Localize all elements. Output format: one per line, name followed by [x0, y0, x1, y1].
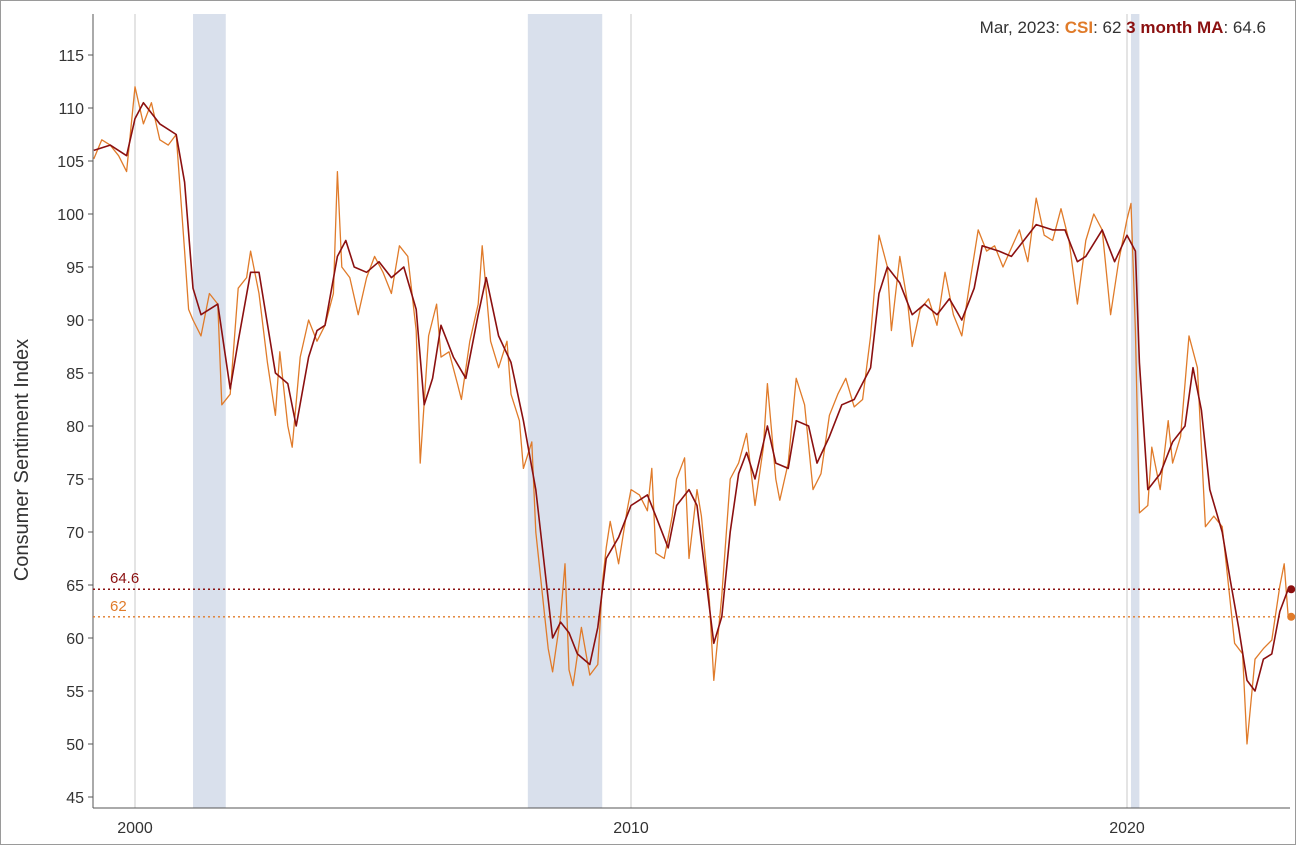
status-ma-value: 64.6	[1233, 18, 1266, 37]
y-tick-label-5: 70	[66, 525, 84, 542]
y-tick-label-0: 45	[66, 790, 84, 807]
status-sep3: :	[1223, 18, 1232, 37]
y-tick-label-11: 100	[57, 207, 84, 224]
y-tick-label-7: 80	[66, 419, 84, 436]
hover-status: Mar, 2023: CSI: 62 3 month MA: 64.6	[980, 18, 1266, 37]
ma-end-marker	[1287, 585, 1296, 594]
recession-band-2	[1130, 14, 1140, 808]
x-tick-label-2: 2020	[1109, 820, 1145, 837]
series-lines	[93, 86, 1289, 745]
ma-reference-label: 64.6	[110, 570, 139, 587]
y-tick-label-13: 110	[58, 101, 84, 118]
vertical-grid	[134, 14, 1128, 808]
y-tick-label-4: 65	[66, 578, 84, 595]
status-sep1: :	[1055, 18, 1064, 37]
axes	[92, 14, 1290, 809]
y-tick-label-6: 75	[66, 472, 84, 489]
csi-series-line	[93, 86, 1289, 745]
status-sep2: :	[1093, 18, 1102, 37]
y-tick-label-8: 85	[66, 366, 84, 383]
recession-band-1	[527, 14, 603, 808]
status-csi-label: CSI	[1065, 18, 1093, 37]
csi-end-marker	[1287, 612, 1296, 621]
y-tick-label-14: 115	[58, 48, 84, 65]
status-ma-label: 3 month MA	[1126, 18, 1223, 37]
status-csi-value: 62	[1103, 18, 1122, 37]
y-tick-label-2: 55	[66, 684, 84, 701]
y-axis-label: Consumer Sentiment Index	[11, 339, 33, 581]
ma-series-line	[93, 101, 1289, 692]
recession-band-0	[193, 14, 226, 808]
csi-reference-label: 62	[110, 598, 127, 615]
recession-shading	[193, 14, 1140, 808]
y-tick-label-3: 60	[66, 631, 84, 648]
y-ticks: 45 50 55 60 65 70 75 80 85 90 95 100 105 110 115	[57, 48, 93, 807]
status-date: Mar, 2023	[980, 18, 1056, 37]
y-tick-label-1: 50	[66, 737, 84, 754]
y-tick-label-10: 95	[66, 260, 84, 277]
x-tick-label-1: 2010	[613, 820, 649, 837]
y-tick-label-12: 105	[57, 154, 84, 171]
end-markers	[1287, 585, 1296, 621]
x-tick-label-0: 2000	[117, 820, 153, 837]
reference-lines: 64.6 62	[93, 570, 1281, 618]
y-tick-label-9: 90	[66, 313, 84, 330]
x-ticks: 2000 2010 2020	[117, 820, 1145, 837]
